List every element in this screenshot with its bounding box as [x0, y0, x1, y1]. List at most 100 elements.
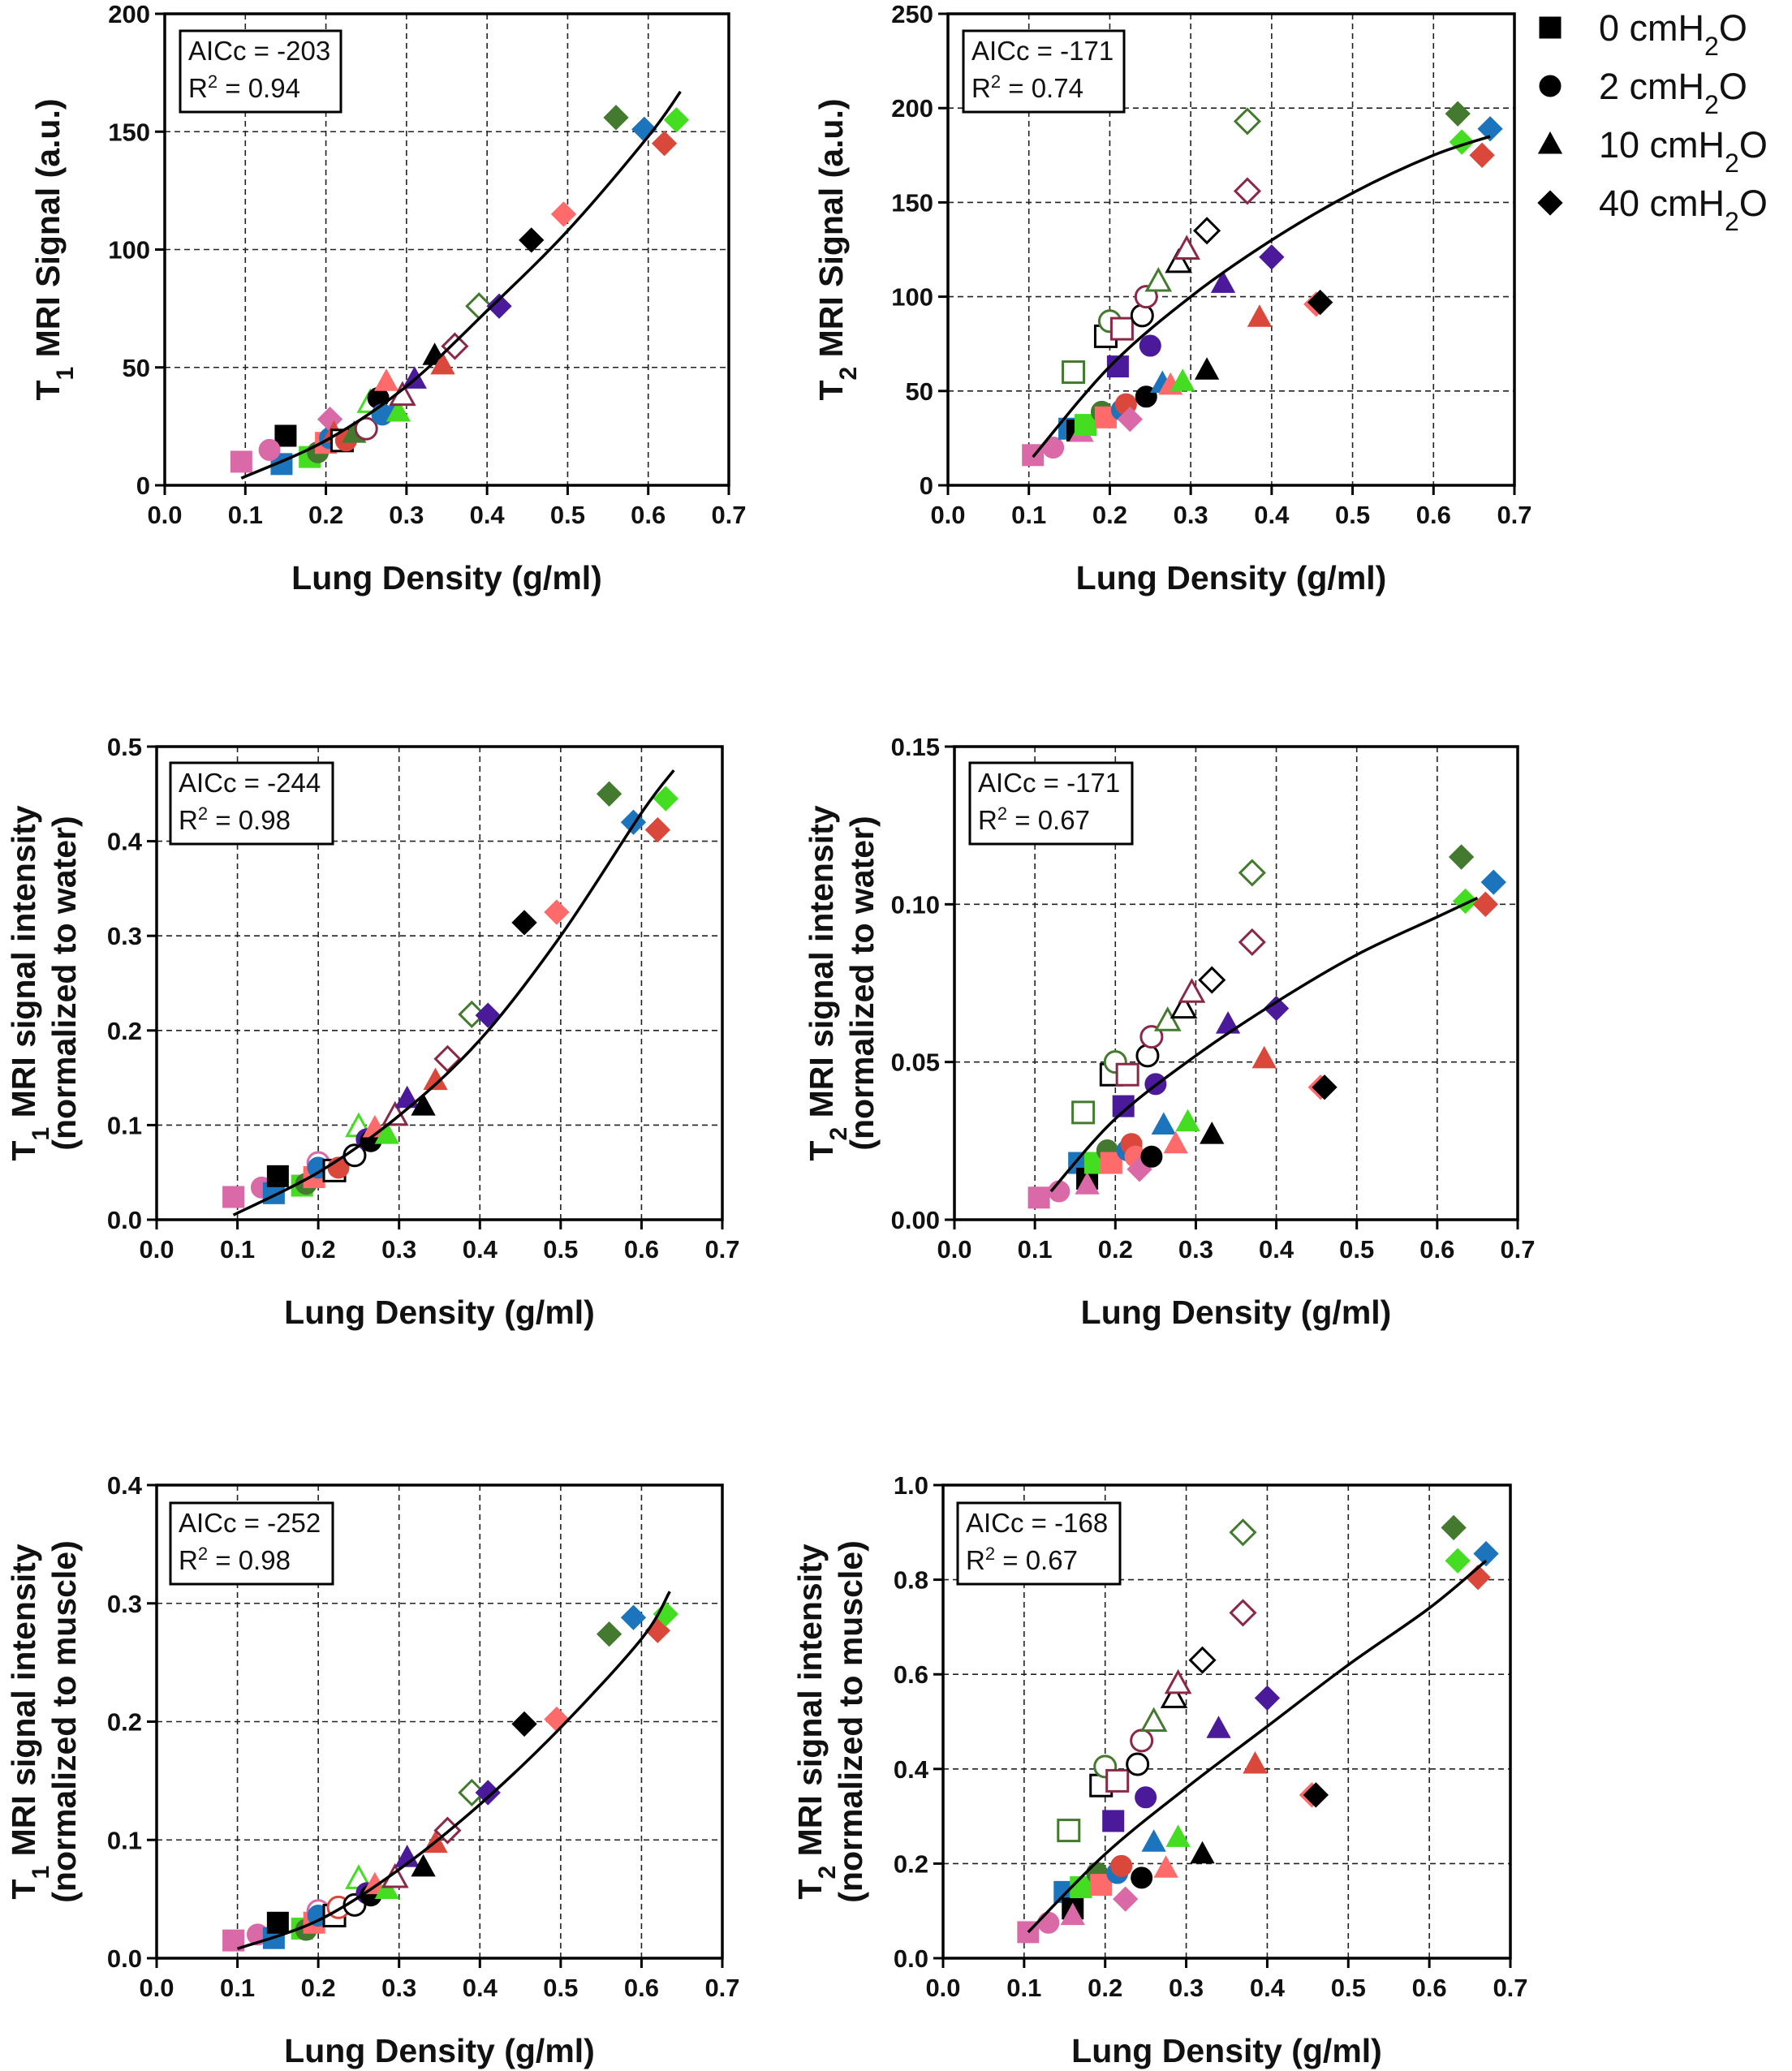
data-point: [433, 1044, 462, 1073]
data-point: [1126, 1752, 1150, 1776]
data-point: [1303, 1782, 1329, 1808]
data-point: [1071, 1100, 1096, 1125]
y-axis-title: T2 MRI signal intensity: [803, 805, 852, 1160]
data-point: [550, 201, 577, 227]
y-tick-label: 50: [906, 377, 933, 406]
x-tick-label: 0.1: [220, 1974, 255, 2002]
y-tick-label: 0.4: [894, 1755, 929, 1784]
fit-curve: [1032, 135, 1491, 459]
stats-box: [956, 1501, 1122, 1586]
data-point: [394, 1845, 420, 1867]
x-tick-label: 0.6: [624, 1235, 659, 1264]
r2-label-post: = 0.94: [218, 73, 300, 103]
data-point: [317, 407, 343, 433]
x-tick-label: 0.1: [1018, 1235, 1053, 1264]
x-tick-label: 0.7: [704, 1235, 739, 1264]
data-point: [1477, 116, 1503, 142]
y-tick-label: 0: [136, 471, 150, 500]
data-point: [1480, 869, 1506, 895]
x-tick-label: 0.2: [301, 1235, 336, 1264]
y-tick-label: 0.2: [107, 1017, 142, 1045]
data-point: [475, 1002, 501, 1028]
data-point: [1307, 289, 1333, 316]
data-point: [1102, 1810, 1125, 1832]
y-axis-title-sub: 1: [28, 1127, 54, 1141]
data-point: [1165, 1824, 1191, 1847]
y-axis-title: T1 MRI signal intensity: [5, 1544, 54, 1899]
r2-label: R2 = 0.98: [179, 1544, 291, 1576]
y-tick-label: 150: [108, 118, 150, 146]
fit-curve: [236, 1591, 671, 1950]
stats-box: [962, 29, 1126, 114]
x-tick-label: 0.2: [1092, 501, 1127, 529]
y-tick-label: 0.2: [107, 1708, 142, 1737]
y-axis-title-sub: 2: [825, 1127, 852, 1141]
x-tick-label: 0.0: [937, 1235, 971, 1264]
y-axis-title-post: MRI signal intensity: [5, 805, 42, 1127]
legend-label: 10 cmH2O: [1599, 124, 1768, 178]
x-tick-label: 0.3: [1178, 1235, 1213, 1264]
y-tick-label: 0.8: [894, 1566, 928, 1595]
y-axis-title-pre: T: [791, 1879, 829, 1900]
data-point: [620, 1604, 647, 1630]
data-point: [1130, 304, 1154, 328]
data-point: [1229, 1599, 1257, 1627]
data-point: [1198, 966, 1226, 994]
y-tick-label: 200: [891, 94, 933, 123]
data-point: [230, 450, 252, 473]
x-tick-label: 0.5: [1339, 1235, 1374, 1264]
x-tick-label: 0.0: [930, 501, 965, 529]
data-point: [1163, 1130, 1188, 1154]
data-point: [544, 899, 570, 925]
data-point: [651, 131, 678, 157]
data-point: [1170, 993, 1198, 1019]
x-axis-title: Lung Density (g/ml): [1081, 1294, 1392, 1331]
fit-curve: [1049, 896, 1479, 1193]
data-point: [1178, 978, 1206, 1003]
x-tick-label: 0.4: [1250, 1974, 1286, 2002]
data-point: [1170, 368, 1195, 391]
fit-curve: [1027, 1559, 1488, 1934]
data-point: [441, 332, 469, 360]
data-point: [1469, 142, 1495, 168]
data-point: [1448, 844, 1475, 870]
data-point: [511, 1711, 537, 1737]
x-tick-label: 0.3: [389, 501, 424, 529]
x-tick-label: 0.5: [1335, 501, 1370, 529]
y-axis-title-pre: T: [5, 1879, 42, 1900]
y-axis-title-pre: T: [29, 380, 67, 400]
x-tick-label: 0.1: [1006, 1974, 1041, 2002]
legend-item-diamond: 40 cmH2O: [1537, 183, 1768, 236]
x-tick-label: 0.2: [301, 1974, 336, 2002]
data-point: [1193, 217, 1221, 245]
y-axis-title-post: MRI signal intensity: [791, 1544, 829, 1866]
y-axis-title: T2 MRI signal intensity: [791, 1544, 841, 1899]
data-point: [1110, 1854, 1133, 1877]
data-point: [596, 1621, 622, 1647]
r2-label-post: = 0.98: [208, 805, 291, 835]
data-point: [1075, 414, 1097, 437]
data-point: [1037, 1911, 1060, 1934]
legend-item-triangle: 10 cmH2O: [1537, 124, 1768, 178]
data-point: [1113, 1886, 1139, 1912]
data-point: [411, 1093, 436, 1116]
legend-item-square: 0 cmH2O: [1539, 7, 1747, 61]
y-axis-title-secondary: (normalized to water): [45, 816, 83, 1150]
data-point: [653, 1601, 678, 1627]
legend-label-pre: 40 cmH: [1599, 183, 1725, 224]
data-point: [1312, 1074, 1338, 1100]
data-point: [374, 1876, 399, 1900]
x-tick-label: 0.1: [220, 1235, 255, 1264]
x-tick-label: 0.4: [463, 1235, 498, 1264]
data-point: [1263, 995, 1290, 1022]
r2-label: R2 = 0.67: [978, 803, 1090, 836]
stats-box: [169, 761, 334, 846]
r2-label-pre: R: [978, 805, 997, 835]
plot-frame: [155, 745, 724, 1221]
data-point: [1075, 1172, 1100, 1195]
legend-label-post: O: [1739, 124, 1768, 166]
y-axis-title-secondary: (normalized to water): [843, 816, 881, 1150]
data-point: [1445, 1548, 1471, 1574]
y-tick-label: 0.15: [891, 733, 940, 761]
